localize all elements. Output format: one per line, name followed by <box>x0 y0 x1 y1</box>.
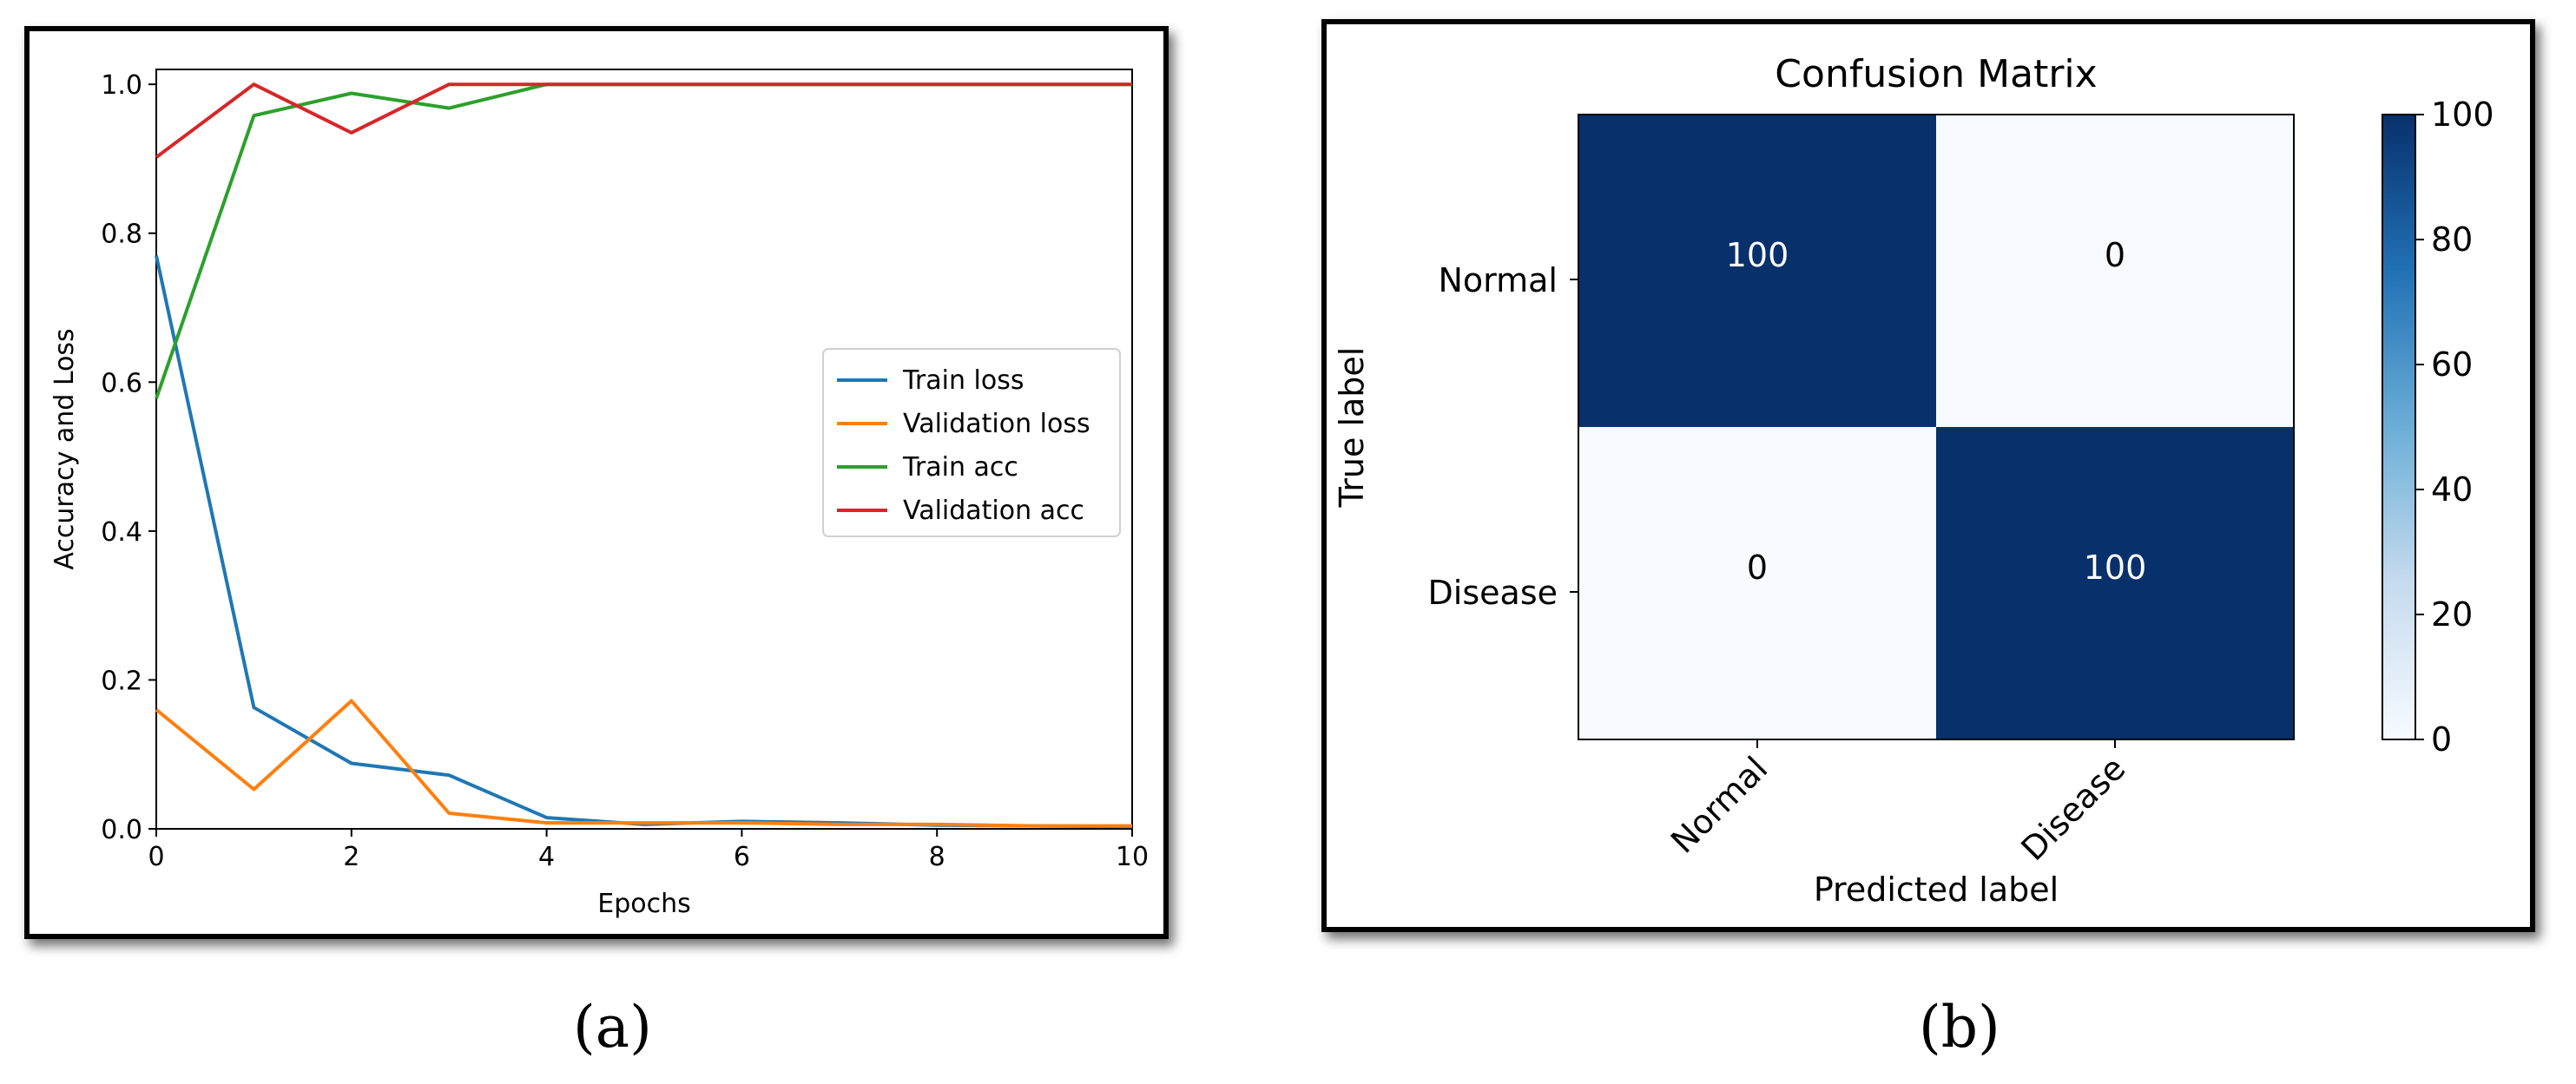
matrix-cell <box>1936 427 2294 739</box>
confusion-matrix-chart: Confusion Matrix 100 0 0 100 Normal Disease N… <box>1333 52 2494 909</box>
y-axis-label: Accuracy and Loss <box>49 328 80 569</box>
matrix-cells: 100 0 0 100 <box>1578 114 2295 740</box>
x-tick-label: 6 <box>734 842 750 872</box>
matrix-frame <box>1578 114 2295 740</box>
x-tick-label: Disease <box>2014 749 2133 868</box>
cell-value-label: 100 <box>1726 236 1789 274</box>
x-tick-label: 2 <box>343 842 359 872</box>
legend-label: Validation acc <box>903 496 1084 526</box>
caption-a: (a) <box>573 994 652 1061</box>
y-tick-label: 0.0 <box>101 815 142 845</box>
series-line-train-loss <box>155 255 1133 829</box>
y-tick-label: Normal <box>1439 261 1558 299</box>
colorbar-tick-label: 100 <box>2431 95 2494 134</box>
cell-value-label: 100 <box>2084 549 2147 587</box>
colorbar-tick-label: 0 <box>2431 720 2452 759</box>
y-tick-label: 0.8 <box>101 220 142 250</box>
colorbar-tick-label: 20 <box>2431 595 2473 634</box>
x-tick-label: 8 <box>929 842 945 872</box>
x-axis-label: Predicted label <box>1814 870 2059 909</box>
matrix-cell <box>1578 427 1936 739</box>
series-line-validation-loss <box>155 699 1132 828</box>
legend-label: Validation loss <box>903 409 1090 439</box>
legend-box <box>822 348 1121 537</box>
x-axis-label: Epochs <box>597 889 691 919</box>
colorbar-gradient <box>2382 114 2416 740</box>
loss-accuracy-chart: 0 2 4 6 8 10 0.0 0.2 0.4 0.6 0.8 1.0 Epochs Accurac… <box>49 69 1149 919</box>
tick-labels: 0 2 4 6 8 10 0.0 0.2 0.4 0.6 0.8 1.0 <box>101 70 1149 872</box>
series-line-validation-acc <box>155 82 1132 159</box>
x-tick-label: 0 <box>148 842 164 872</box>
loss-accuracy-panel: 0 2 4 6 8 10 0.0 0.2 0.4 0.6 0.8 1.0 Epochs Accurac… <box>24 26 1169 939</box>
y-tick-label: 1.0 <box>101 70 142 101</box>
caption-b: (b) <box>1919 994 2000 1061</box>
cell-value-label: 0 <box>1747 549 1768 587</box>
legend-label: Train acc <box>902 452 1018 483</box>
confusion-matrix-panel: Confusion Matrix 100 0 0 100 Normal Disease N… <box>1321 19 2535 932</box>
plot-axes <box>155 69 1133 830</box>
series-lines <box>155 82 1133 829</box>
y-tick-label: 0.4 <box>101 517 142 548</box>
colorbar: 0 20 40 60 80 100 <box>2382 95 2494 759</box>
x-tick-label: 4 <box>538 842 555 872</box>
y-tick-label: 0.6 <box>101 368 142 398</box>
plot-frame <box>155 69 1133 830</box>
x-tick-label: Normal <box>1664 749 1775 860</box>
matrix-cell <box>1578 115 1936 427</box>
legend: Train loss Validation loss Train acc Valida… <box>822 348 1121 537</box>
cell-value-label: 0 <box>2105 236 2125 274</box>
y-axis-label: True label <box>1333 347 1371 509</box>
colorbar-tick-label: 60 <box>2431 345 2473 384</box>
matrix-cell <box>1936 115 2294 427</box>
chart-title: Confusion Matrix <box>1775 52 2097 96</box>
y-tick-label: 0.2 <box>101 666 142 696</box>
legend-label: Train loss <box>902 365 1024 396</box>
colorbar-tick-label: 80 <box>2431 220 2473 259</box>
colorbar-tick-label: 40 <box>2431 470 2473 509</box>
y-tick-label: Disease <box>1428 574 1558 612</box>
x-tick-label: 10 <box>1116 842 1149 872</box>
